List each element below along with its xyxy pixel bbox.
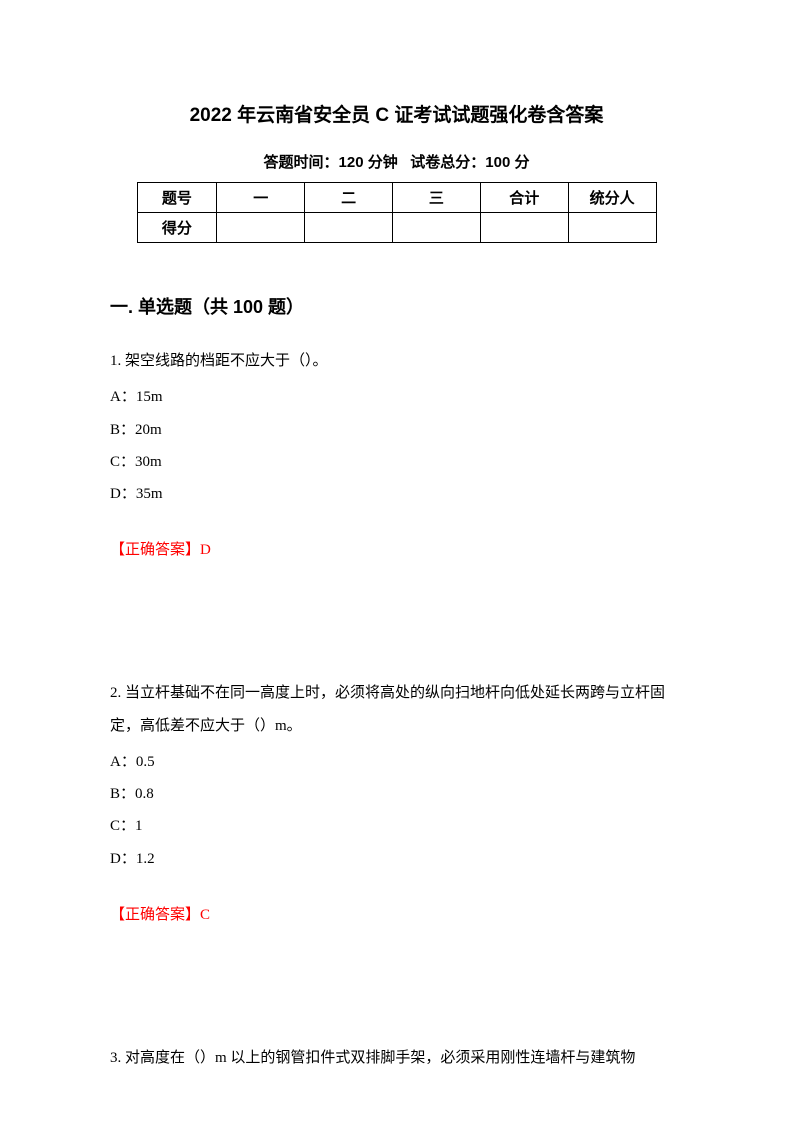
score-cell	[305, 213, 393, 243]
table-header-row: 题号 一 二 三 合计 统分人	[137, 183, 656, 213]
question-2-option-d: D：1.2	[110, 843, 683, 875]
question-3-text: 3. 对高度在（）m 以上的钢管扣件式双排脚手架，必须采用刚性连墙杆与建筑物	[110, 1042, 683, 1074]
score-cell	[393, 213, 481, 243]
question-1-option-d: D：35m	[110, 478, 683, 510]
header-cell: 统分人	[568, 183, 656, 213]
question-1-option-c: C：30m	[110, 446, 683, 478]
time-value: 120 分钟	[339, 154, 398, 171]
score-cell	[568, 213, 656, 243]
question-1-option-b: B：20m	[110, 414, 683, 446]
question-1-text: 1. 架空线路的档距不应大于（）。	[110, 345, 683, 377]
question-2-option-c: C：1	[110, 810, 683, 842]
time-label: 答题时间：	[264, 154, 339, 171]
question-2-option-b: B：0.8	[110, 778, 683, 810]
score-label: 试卷总分：	[410, 154, 485, 171]
header-cell: 合计	[480, 183, 568, 213]
question-2-option-a: A：0.5	[110, 746, 683, 778]
spacer	[110, 952, 683, 1042]
section-heading: 一. 单选题（共 100 题）	[110, 293, 683, 319]
exam-info: 答题时间：120 分钟 试卷总分：100 分	[110, 151, 683, 172]
score-cell	[217, 213, 305, 243]
header-cell: 三	[393, 183, 481, 213]
score-cell	[480, 213, 568, 243]
question-1-option-a: A：15m	[110, 381, 683, 413]
score-value: 100 分	[485, 154, 529, 171]
score-table: 题号 一 二 三 合计 统分人 得分	[137, 182, 657, 243]
table-score-row: 得分	[137, 213, 656, 243]
header-cell: 一	[217, 183, 305, 213]
question-1-answer: 【正确答案】D	[110, 538, 683, 559]
header-cell: 题号	[137, 183, 217, 213]
question-2-answer: 【正确答案】C	[110, 903, 683, 924]
row-label-cell: 得分	[137, 213, 217, 243]
header-cell: 二	[305, 183, 393, 213]
question-2-text: 2. 当立杆基础不在同一高度上时，必须将高处的纵向扫地杆向低处延长两跨与立杆固定…	[110, 677, 683, 742]
document-title: 2022 年云南省安全员 C 证考试试题强化卷含答案	[110, 100, 683, 127]
spacer	[110, 587, 683, 677]
